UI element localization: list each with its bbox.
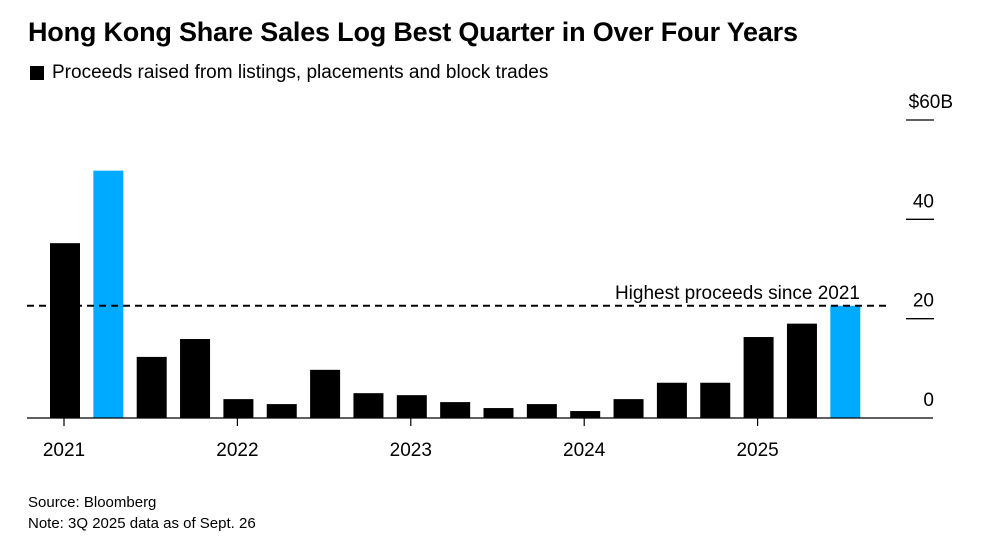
- x-tick-label: 2023: [390, 440, 432, 461]
- y-tick-label: 40: [913, 191, 934, 212]
- bar: [743, 337, 774, 418]
- bar: [656, 382, 687, 418]
- bar: [700, 382, 731, 418]
- x-axis: 2021 2022 2023 2024 2025: [43, 418, 779, 461]
- reference-line-label: Highest proceeds since 2021: [615, 283, 860, 304]
- footer: Source: Bloomberg Note: 3Q 2025 data as …: [28, 492, 256, 534]
- source-note: Source: Bloomberg: [28, 494, 157, 511]
- bar: [136, 356, 167, 418]
- x-tick-label: 2025: [736, 440, 778, 461]
- data-note: Note: 3Q 2025 data as of Sept. 26: [28, 515, 256, 532]
- y-tick-label: $60B: [909, 92, 953, 113]
- bar: [483, 408, 514, 418]
- bar: [396, 395, 427, 418]
- bar: [570, 411, 601, 418]
- bar: [526, 404, 557, 418]
- bar-highlight: [830, 305, 861, 418]
- legend-label: Proceeds raised from listings, placement…: [52, 62, 549, 83]
- x-tick-label: 2022: [216, 440, 258, 461]
- bar: [50, 243, 80, 418]
- bars: [50, 170, 861, 418]
- legend-swatch-icon: [30, 66, 44, 80]
- y-axis: 0 20 40 $60B: [906, 92, 953, 411]
- chart-title: Hong Kong Share Sales Log Best Quarter i…: [28, 17, 798, 47]
- bar: [310, 369, 341, 418]
- reference-line-group: Highest proceeds since 2021: [27, 283, 886, 307]
- bar: [786, 323, 817, 418]
- y-tick-label: 20: [913, 291, 934, 312]
- bar-highlight: [93, 170, 124, 418]
- bar: [613, 399, 644, 418]
- x-tick-label: 2021: [43, 440, 85, 461]
- bar: [180, 339, 211, 418]
- y-tick-label: 0: [923, 390, 934, 411]
- bar: [440, 402, 471, 418]
- bar: [353, 393, 384, 418]
- x-tick-label: 2024: [563, 440, 606, 461]
- bar: [266, 404, 297, 418]
- bar: [223, 399, 254, 418]
- legend: Proceeds raised from listings, placement…: [30, 62, 548, 84]
